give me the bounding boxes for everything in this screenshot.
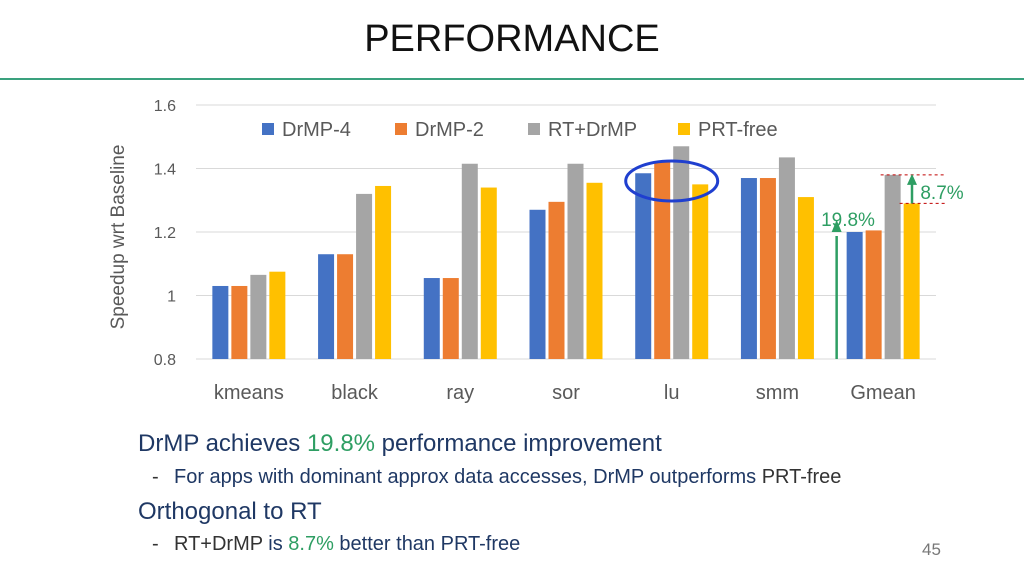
bullet-4-verb: is xyxy=(268,533,289,555)
bar-black-drmp-4 xyxy=(318,254,335,359)
x-tick-label: smm xyxy=(756,382,799,404)
bar-smm-rt-drmp xyxy=(778,157,795,359)
grid-lines xyxy=(196,104,936,360)
annotations: 19.8% 8.7% xyxy=(624,159,964,359)
legend-swatch xyxy=(262,123,274,135)
bar-smm-prt-free xyxy=(797,197,814,359)
bullet-line-1: DrMP achieves 19.8% performance improvem… xyxy=(138,430,662,458)
legend-swatch xyxy=(395,123,407,135)
bullet-2-dash: - xyxy=(152,466,159,488)
rt-gain-arrow-head xyxy=(907,173,917,185)
bar-black-prt-free xyxy=(375,185,392,359)
speedup-bar-chart: 0.8 1 1.2 1.4 1.6 Speedup wrt Baseline kmean… xyxy=(108,98,964,404)
bar-kmeans-drmp-4 xyxy=(212,285,229,359)
legend-label: DrMP-2 xyxy=(415,119,484,141)
bar-lu-rt-drmp xyxy=(673,146,690,359)
legend-swatch xyxy=(678,123,690,135)
x-tick-label: kmeans xyxy=(214,382,284,404)
gmean-drmp-gain-label: 19.8% xyxy=(821,210,875,231)
title-divider xyxy=(0,78,1024,80)
bar-gmean-rt-drmp xyxy=(884,174,901,359)
bar-lu-prt-free xyxy=(692,184,709,359)
gain-arrow-head xyxy=(831,220,842,232)
bar-smm-drmp-2 xyxy=(759,178,776,359)
y-axis-ticks: 0.8 1 1.2 1.4 1.6 xyxy=(154,98,176,369)
slide-title: PERFORMANCE xyxy=(364,18,660,60)
legend-label: DrMP-4 xyxy=(282,119,351,141)
bar-smm-drmp-4 xyxy=(740,178,757,359)
bar-sor-drmp-2 xyxy=(548,201,565,359)
legend-label: PRT-free xyxy=(698,119,778,141)
bar-gmean-prt-free xyxy=(903,203,920,359)
bar-ray-rt-drmp xyxy=(461,163,478,359)
bullet-2-text: For apps with dominant approx data acces… xyxy=(174,466,594,488)
bar-kmeans-drmp-2 xyxy=(231,285,248,359)
bar-ray-drmp-2 xyxy=(442,278,459,359)
legend-label: RT+DrMP xyxy=(548,119,637,141)
bullet-1-rest: performance improvement xyxy=(375,430,662,457)
bar-kmeans-rt-drmp xyxy=(250,274,267,359)
bullet-4-subject: RT+DrMP xyxy=(174,533,269,555)
y-tick-label: 1.4 xyxy=(154,162,176,179)
bar-ray-prt-free xyxy=(480,187,497,359)
bullet-3-text: Orthogonal to RT xyxy=(138,498,322,525)
bar-black-rt-drmp xyxy=(356,193,373,359)
bar-gmean-drmp-2 xyxy=(865,230,882,359)
y-tick-label: 1.6 xyxy=(154,98,176,115)
bullet-1-subject: DrMP xyxy=(138,430,206,457)
x-tick-label: lu xyxy=(664,382,680,404)
x-tick-label: black xyxy=(331,382,379,404)
bar-lu-drmp-4 xyxy=(635,173,652,359)
bar-black-drmp-2 xyxy=(337,254,354,359)
highlight-ellipse xyxy=(624,159,720,203)
bar-lu-drmp-2 xyxy=(654,162,671,359)
bullet-line-4: - RT+DrMP is 8.7% better than PRT-free xyxy=(152,533,520,556)
y-axis-label: Speedup wrt Baseline xyxy=(108,145,129,330)
bullet-4-dash: - xyxy=(152,533,159,555)
y-tick-label: 1 xyxy=(167,289,176,306)
bullet-line-3: Orthogonal to RT xyxy=(138,498,322,526)
page-number: 45 xyxy=(922,540,941,559)
bullet-4-value: 8.7% xyxy=(288,533,334,555)
bars xyxy=(212,146,920,359)
bullet-2-text-b: DrMP outperforms xyxy=(593,466,762,488)
bullet-line-2: - For apps with dominant approx data acce… xyxy=(152,466,841,489)
bar-kmeans-prt-free xyxy=(269,271,286,359)
gmean-rt-gain-label: 8.7% xyxy=(920,183,963,204)
bullet-1-value: 19.8% xyxy=(306,430,376,457)
legend-swatch xyxy=(528,123,540,135)
bar-sor-prt-free xyxy=(586,182,603,359)
bullet-2-text-c: PRT-free xyxy=(761,466,842,488)
x-tick-label: sor xyxy=(552,382,580,404)
bullet-4-rest: better than PRT-free xyxy=(333,533,521,555)
bullet-1-verb: achieves xyxy=(205,430,307,457)
y-tick-label: 0.8 xyxy=(154,352,176,369)
x-tick-label: ray xyxy=(446,382,474,404)
bar-ray-drmp-4 xyxy=(423,278,440,359)
bar-gmean-drmp-4 xyxy=(846,232,863,359)
legend: DrMP-4 DrMP-2 RT+DrMP PRT-free xyxy=(262,119,778,141)
y-tick-label: 1.2 xyxy=(154,225,176,242)
x-tick-label: Gmean xyxy=(850,382,916,404)
bar-sor-drmp-4 xyxy=(529,209,546,359)
bar-sor-rt-drmp xyxy=(567,163,584,359)
x-axis-ticks: kmeans black ray sor lu smm Gmean xyxy=(214,382,916,404)
